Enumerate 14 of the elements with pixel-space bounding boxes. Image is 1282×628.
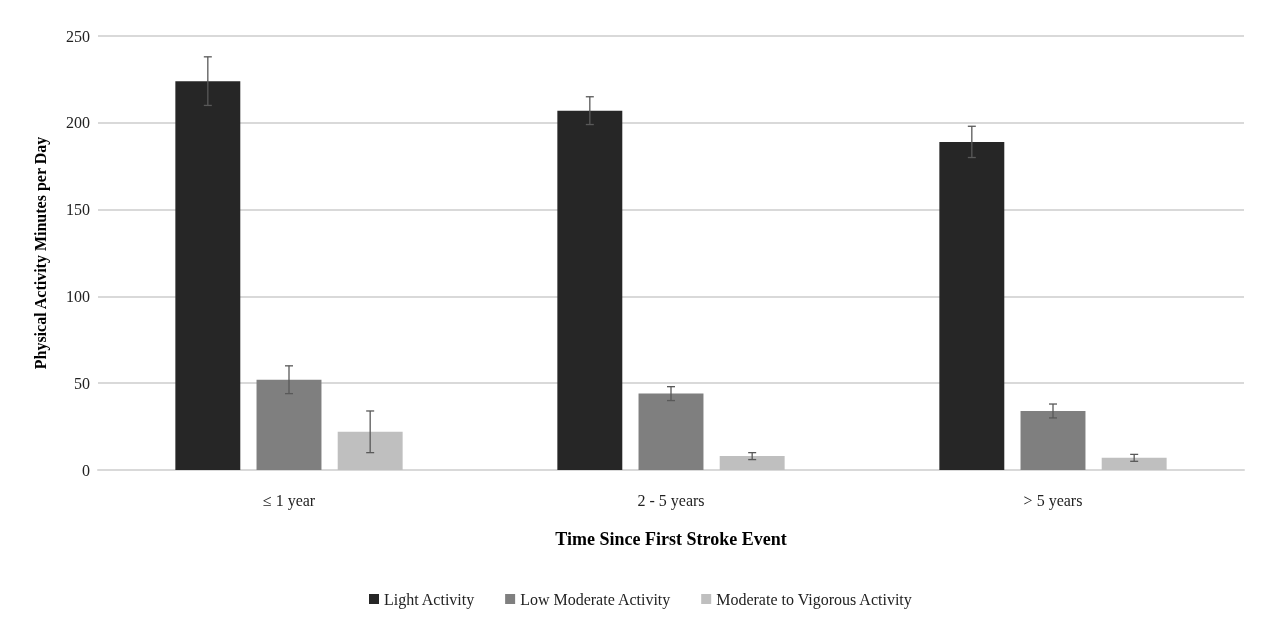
y-tick-label: 0 — [82, 461, 90, 479]
x-axis-title: Time Since First Stroke Event — [555, 529, 787, 549]
x-tick-label: 2 - 5 years — [637, 491, 705, 510]
x-tick-label: > 5 years — [1023, 491, 1083, 510]
y-axis-title: Physical Activity Minutes per Day — [31, 136, 50, 370]
y-tick-label: 50 — [74, 374, 90, 392]
x-tick-label: ≤ 1 year — [262, 491, 316, 510]
legend-label: Low Moderate Activity — [520, 590, 671, 609]
y-tick-label: 100 — [66, 287, 90, 305]
y-tick-label: 250 — [66, 27, 90, 45]
y-tick-label: 150 — [66, 201, 90, 219]
legend-label: Light Activity — [384, 590, 475, 609]
y-tick-label: 200 — [66, 114, 90, 132]
legend-label: Moderate to Vigorous Activity — [716, 590, 912, 609]
